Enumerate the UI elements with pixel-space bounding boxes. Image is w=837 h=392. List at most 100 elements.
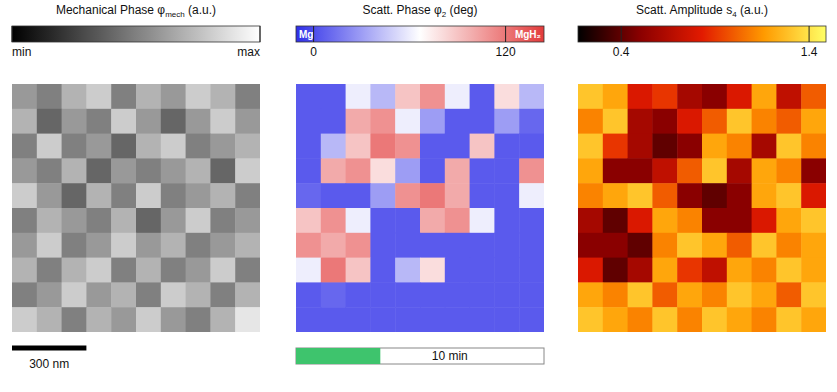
- cell: [37, 307, 62, 332]
- cell: [12, 158, 37, 183]
- cell: [370, 208, 395, 233]
- title-part: (a.u.): [737, 3, 768, 17]
- cell: [628, 134, 653, 159]
- cell: [37, 183, 62, 208]
- cell: [210, 282, 235, 307]
- cell: [578, 84, 603, 109]
- panel: Scatt. Phase φ2 (deg)MgMgH₂0120: [296, 3, 545, 333]
- colorbar-tick-label: min: [12, 45, 31, 59]
- cell: [62, 233, 87, 258]
- cell: [395, 134, 420, 159]
- cell: [702, 134, 727, 159]
- cell: [470, 233, 495, 258]
- cell: [677, 134, 702, 159]
- cell: [628, 258, 653, 283]
- cell: [677, 158, 702, 183]
- cell: [445, 307, 470, 332]
- cell: [136, 158, 161, 183]
- cell: [111, 307, 136, 332]
- cell: [519, 84, 544, 109]
- cell: [12, 208, 37, 233]
- cell: [296, 208, 321, 233]
- panel-title: Scatt. Phase φ2 (deg): [363, 3, 478, 19]
- cell: [321, 84, 346, 109]
- colorbar: [578, 26, 826, 42]
- cell: [494, 134, 519, 159]
- cell: [519, 282, 544, 307]
- cell: [111, 84, 136, 109]
- cell: [603, 183, 628, 208]
- cell: [296, 183, 321, 208]
- cell: [702, 208, 727, 233]
- cell: [62, 134, 87, 159]
- cell: [628, 84, 653, 109]
- cell: [677, 233, 702, 258]
- cell: [519, 258, 544, 283]
- cell: [235, 158, 260, 183]
- cell: [578, 282, 603, 307]
- colorbar-tick: [12, 26, 13, 42]
- cell: [603, 233, 628, 258]
- cell: [445, 109, 470, 134]
- cell: [12, 282, 37, 307]
- cell: [519, 307, 544, 332]
- cell: [346, 109, 371, 134]
- cell: [519, 183, 544, 208]
- cell: [470, 282, 495, 307]
- cell: [519, 109, 544, 134]
- cell: [801, 84, 826, 109]
- cell: [578, 158, 603, 183]
- cell: [296, 258, 321, 283]
- cell: [420, 282, 445, 307]
- cell: [603, 109, 628, 134]
- cell: [321, 307, 346, 332]
- cell: [111, 183, 136, 208]
- cell: [776, 282, 801, 307]
- cell: [136, 233, 161, 258]
- cell: [186, 134, 211, 159]
- cell: [186, 282, 211, 307]
- cell: [111, 282, 136, 307]
- cell: [186, 258, 211, 283]
- cell: [346, 208, 371, 233]
- cell: [494, 109, 519, 134]
- cell: [752, 158, 777, 183]
- cell: [111, 208, 136, 233]
- cell: [210, 307, 235, 332]
- panel-title: Mechanical Phase φmech (a.u.): [56, 3, 216, 19]
- cell: [702, 233, 727, 258]
- cell: [136, 183, 161, 208]
- cell: [235, 282, 260, 307]
- cell: [677, 84, 702, 109]
- cell: [603, 158, 628, 183]
- cell: [395, 109, 420, 134]
- cell: [296, 134, 321, 159]
- cell: [470, 158, 495, 183]
- panel: Scatt. Amplitude s4 (a.u.)0.41.4: [578, 3, 827, 333]
- cell: [370, 258, 395, 283]
- cell: [445, 208, 470, 233]
- cell: [62, 282, 87, 307]
- cell: [470, 183, 495, 208]
- colorbar-tick-label: 0.4: [613, 45, 630, 59]
- cell: [62, 183, 87, 208]
- cell: [752, 307, 777, 332]
- cell: [186, 208, 211, 233]
- title-part: Mechanical Phase φ: [56, 3, 165, 17]
- cell: [776, 109, 801, 134]
- cell: [677, 109, 702, 134]
- cell: [296, 282, 321, 307]
- cell: [12, 134, 37, 159]
- cell: [677, 258, 702, 283]
- cell: [346, 84, 371, 109]
- cell: [519, 233, 544, 258]
- cell: [161, 109, 186, 134]
- cell: [346, 307, 371, 332]
- cell: [161, 158, 186, 183]
- cell: [702, 109, 727, 134]
- cell: [652, 158, 677, 183]
- cell: [210, 183, 235, 208]
- cell: [578, 134, 603, 159]
- cell: [296, 158, 321, 183]
- colorbar-end-label: Mg: [299, 29, 313, 40]
